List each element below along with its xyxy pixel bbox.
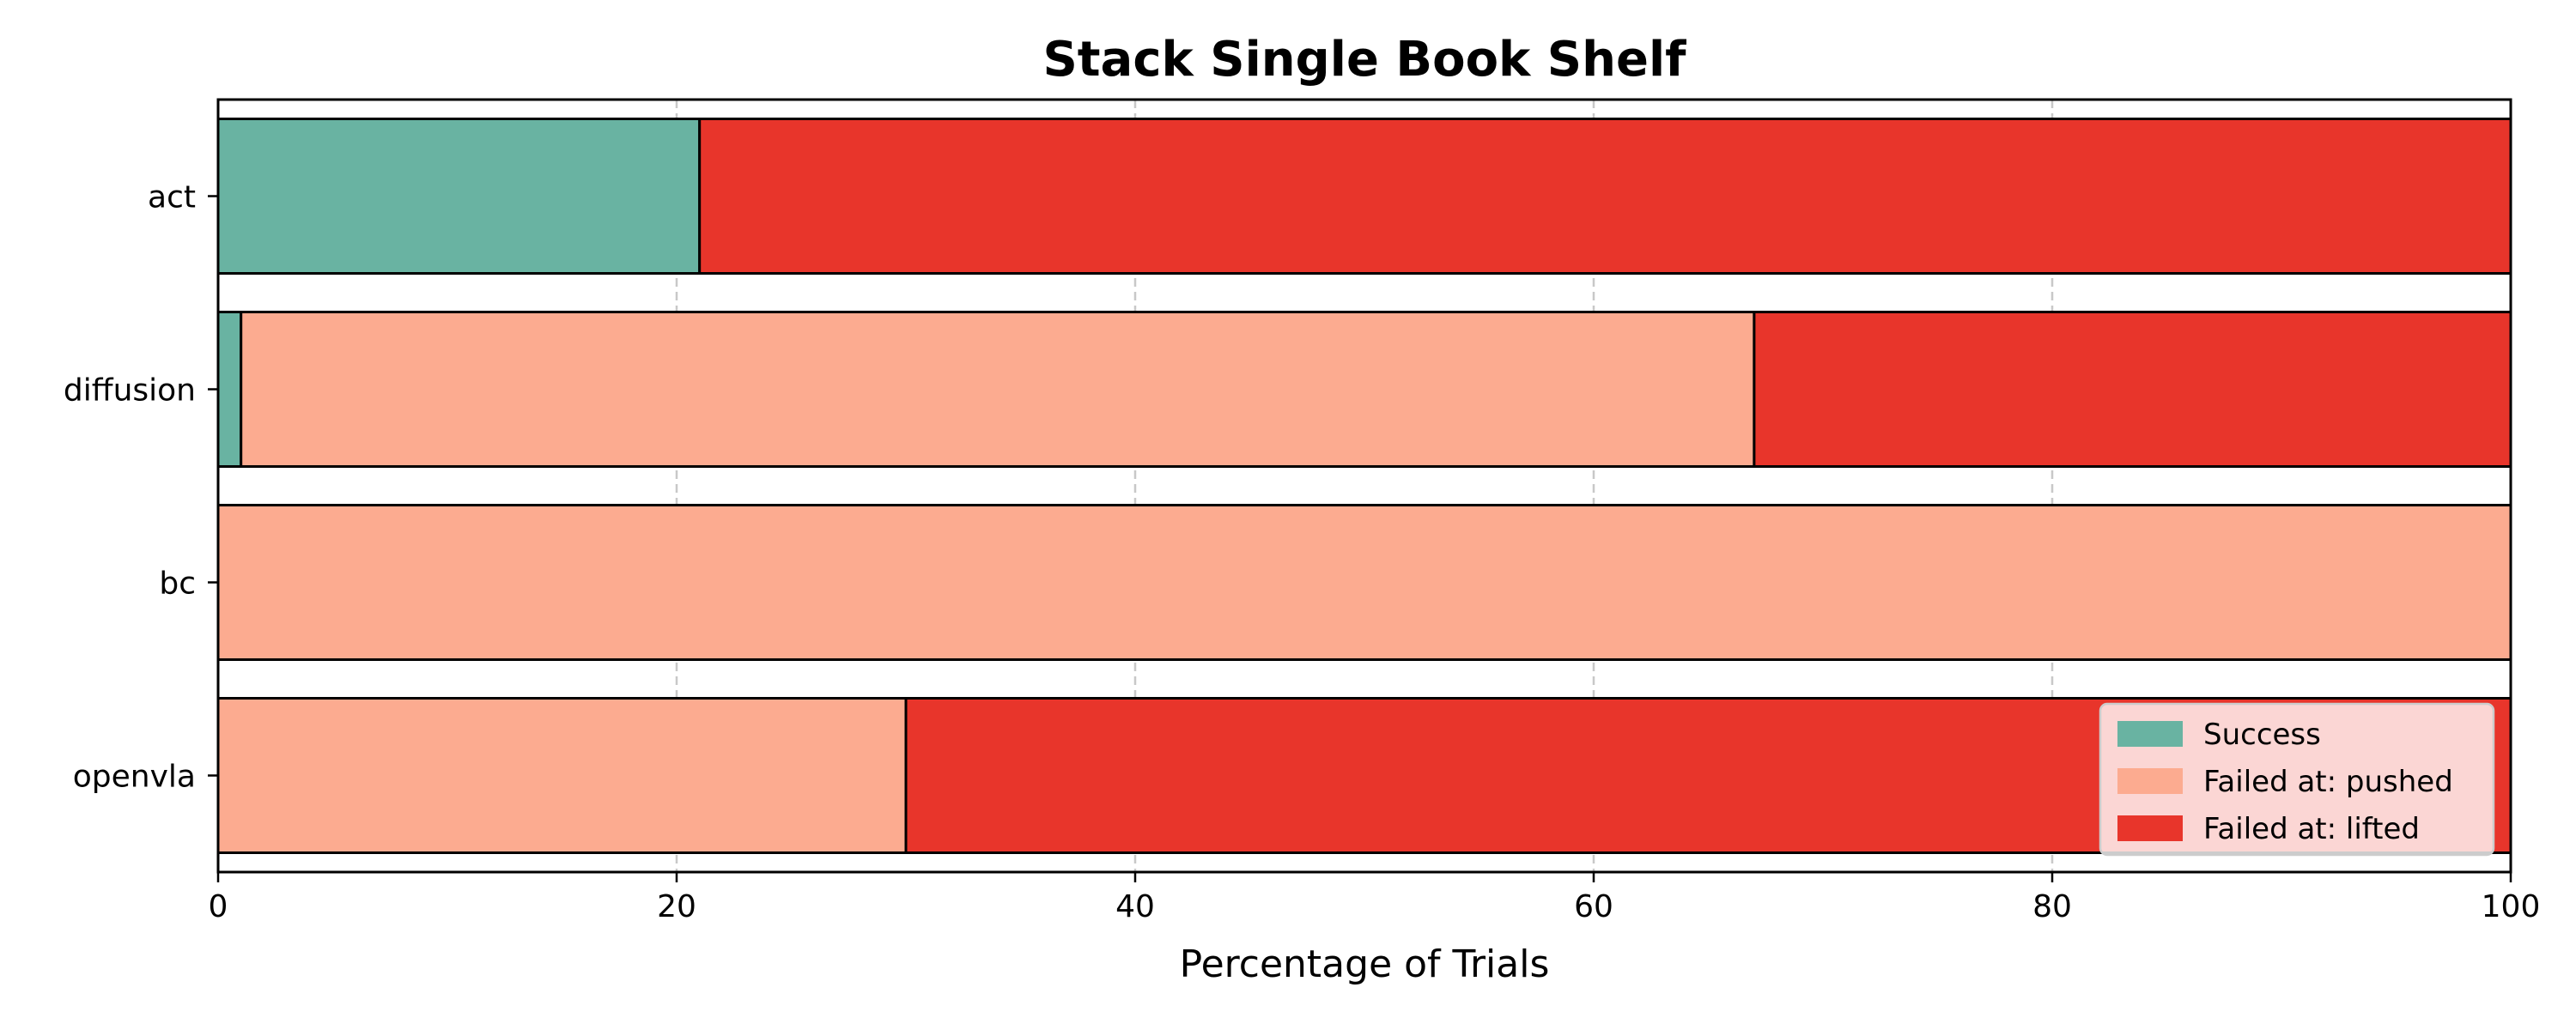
x-tick-label: 60 (1574, 889, 1613, 924)
legend-swatch (2117, 721, 2183, 747)
bars-layer (216, 118, 2512, 854)
x-tick-label: 0 (209, 889, 228, 924)
legend-swatch (2117, 768, 2183, 794)
x-axis-label: Percentage of Trials (1180, 942, 1550, 986)
legend-swatch (2117, 815, 2183, 841)
x-tick-label: 80 (2032, 889, 2072, 924)
bar-segment (240, 311, 1756, 468)
y-tick-label: bc (159, 566, 196, 602)
x-axis: 0 20 40 60 80 100 (209, 872, 2541, 924)
bar-segment (216, 697, 908, 854)
x-tick-label: 100 (2482, 889, 2541, 924)
y-tick-label: act (148, 180, 196, 215)
bar-segment (216, 118, 702, 275)
plot-frame (216, 98, 2512, 874)
legend-label: Failed at: pushed (2203, 765, 2453, 799)
bar-segment (216, 311, 243, 468)
bar-segment (216, 504, 2512, 661)
x-tick-label: 40 (1115, 889, 1155, 924)
legend-label: Success (2203, 718, 2321, 752)
chart-title: Stack Single Book Shelf (1042, 32, 1686, 88)
x-tick-label: 20 (657, 889, 696, 924)
legend-box (2099, 702, 2495, 857)
bar-segment (1753, 311, 2512, 468)
legend: Success Failed at: pushed Failed at: lifte… (2099, 702, 2495, 857)
legend-label: Failed at: lifted (2203, 812, 2420, 846)
y-tick-label: diffusion (64, 373, 196, 409)
y-tick-label: openvla (73, 760, 196, 795)
bar-segment (698, 118, 2512, 275)
y-axis: act diffusion bc openvla (64, 180, 218, 795)
